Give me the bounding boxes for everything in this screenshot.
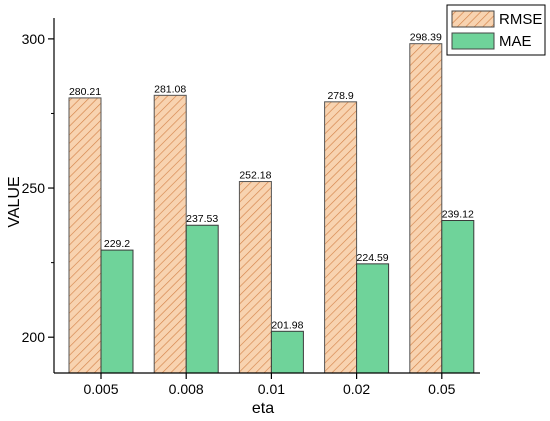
y-tick-label-200: 200 bbox=[22, 329, 46, 345]
x-tick-label-0.005: 0.005 bbox=[83, 381, 118, 397]
y-tick-label-300: 300 bbox=[22, 31, 46, 47]
bar-mae-0.05 bbox=[441, 219, 475, 374]
bar-mae-0.005 bbox=[100, 249, 134, 374]
legend-swatch-mae bbox=[451, 32, 495, 50]
axes-layer: 200 250 300 0.005 0.008 0.01 0.02 0.05 bbox=[22, 18, 480, 397]
data-label-mae-0.01: 201.98 bbox=[271, 319, 303, 331]
x-axis-title: eta bbox=[252, 400, 274, 417]
bar-mae-0.01 bbox=[270, 330, 304, 374]
data-label-rmse-0.01: 252.18 bbox=[239, 170, 271, 182]
bar-rmse-0.01 bbox=[238, 181, 272, 374]
legend-swatch-rmse bbox=[451, 10, 495, 28]
bar-rmse-0.02 bbox=[324, 101, 358, 374]
legend: RMSE MAE bbox=[446, 4, 546, 56]
data-label-rmse-0.02: 278.9 bbox=[327, 90, 353, 102]
bar-mae-0.008 bbox=[185, 224, 219, 374]
data-labels-layer: 280.21 229.2 281.08 237.53 252.18 201.98 278.9… bbox=[69, 32, 474, 332]
data-label-mae-0.05: 239.12 bbox=[442, 208, 474, 220]
bar-rmse-0.005 bbox=[68, 97, 102, 374]
data-label-rmse-0.008: 281.08 bbox=[154, 83, 186, 95]
data-label-rmse-0.005: 280.21 bbox=[69, 86, 101, 98]
x-tick-label-0.02: 0.02 bbox=[343, 381, 370, 397]
legend-label-mae: MAE bbox=[499, 33, 532, 50]
y-tick-label-250: 250 bbox=[22, 180, 46, 196]
x-tick-label-0.008: 0.008 bbox=[169, 381, 204, 397]
y-axis-title: VALUE bbox=[6, 176, 23, 227]
data-label-mae-0.02: 224.59 bbox=[357, 252, 389, 264]
bar-rmse-0.008 bbox=[153, 94, 187, 374]
x-tick-label-0.01: 0.01 bbox=[258, 381, 285, 397]
data-label-mae-0.005: 229.2 bbox=[104, 238, 130, 250]
bar-rmse-0.05 bbox=[409, 43, 443, 374]
x-tick-label-0.05: 0.05 bbox=[428, 381, 455, 397]
data-label-mae-0.008: 237.53 bbox=[186, 213, 218, 225]
bars-layer bbox=[68, 43, 475, 374]
legend-label-rmse: RMSE bbox=[499, 11, 542, 28]
bar-mae-0.02 bbox=[356, 263, 390, 374]
data-label-rmse-0.05: 298.39 bbox=[410, 32, 442, 44]
